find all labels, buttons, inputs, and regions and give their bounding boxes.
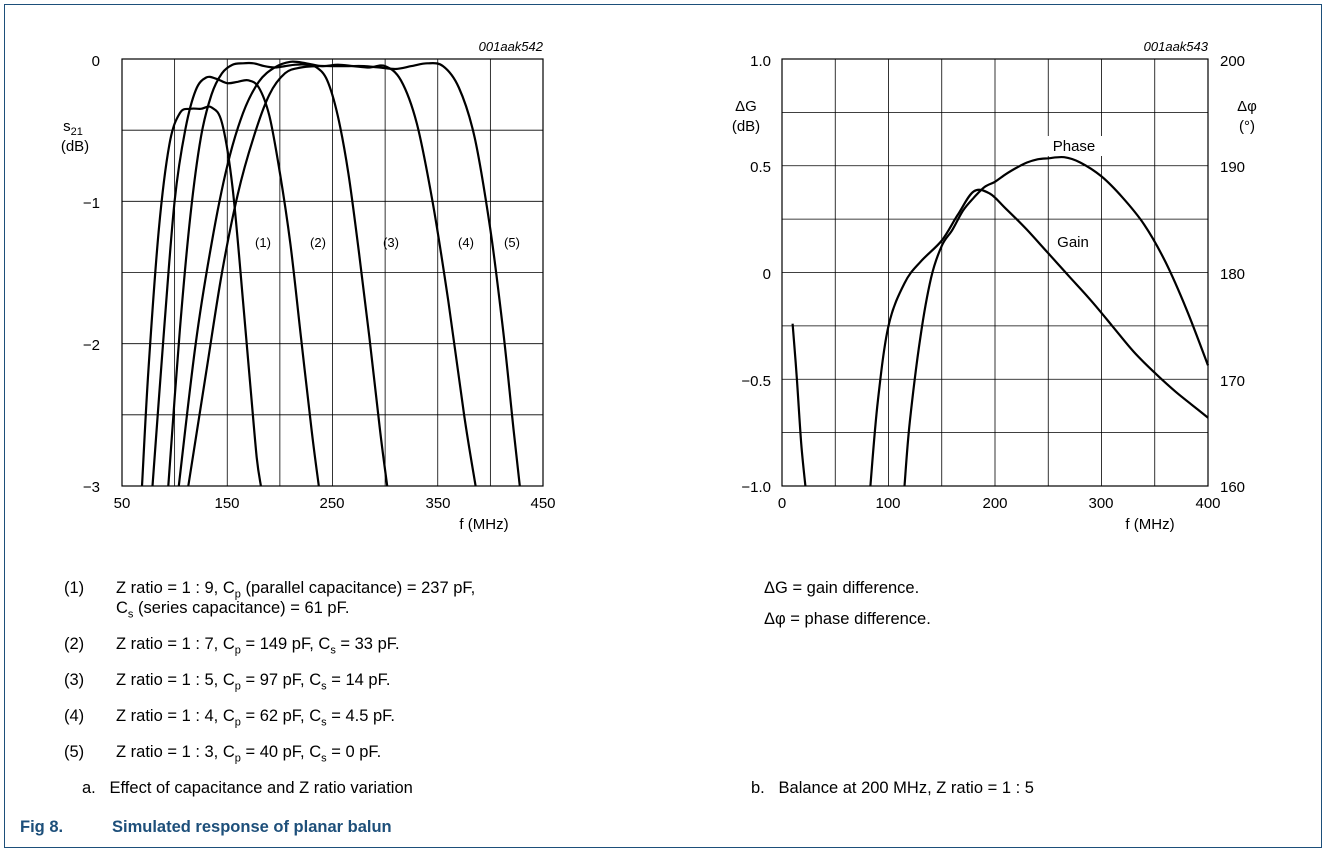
chart2-y2tick-3: 170 — [1220, 373, 1245, 390]
chart2-curve-gain — [869, 188, 1209, 487]
curve-label-2: (2) — [310, 235, 326, 250]
chart2-ytick-0: 1.0 — [750, 53, 771, 70]
figure-frame — [4, 4, 1322, 848]
chart2-ytick-4: −1.0 — [741, 479, 771, 496]
chart2-xtick-0: 0 — [778, 495, 786, 512]
chart1-ytick-2: −2 — [83, 337, 100, 354]
chart2-curves — [791, 155, 1210, 487]
chart2-ylabel: ΔG — [735, 98, 757, 115]
note-1: (1) Z ratio = 1 : 9, Cp (parallel capaci… — [0, 578, 700, 620]
note-2-number: (2) — [64, 635, 85, 653]
caption-a: a. Effect of capacitance and Z ratio var… — [82, 779, 413, 797]
chart1-xtick-4: 450 — [530, 495, 555, 512]
note-3-text: Z ratio = 1 : 5, Cp = 97 pF, Cs = 14 pF. — [116, 671, 391, 693]
curve-label-5: (5) — [504, 235, 520, 250]
chart1-curve-2 — [151, 75, 320, 487]
chart-balance: 001aak543 1.0 0.5 0 −0.5 −1.0 200 190 18… — [732, 39, 1257, 533]
chart1-ytick-0: 0 — [92, 53, 100, 70]
phase-label: Phase — [1053, 138, 1096, 155]
note-5-text: Z ratio = 1 : 3, Cp = 40 pF, Cs = 0 pF. — [116, 743, 382, 765]
chart2-curve-phase — [903, 155, 1210, 487]
chart2-y2tick-0: 200 — [1220, 53, 1245, 70]
chart1-id: 001aak542 — [479, 39, 544, 54]
chart1-ytick-1: −1 — [83, 195, 100, 212]
chart1-xtick-0: 50 — [114, 495, 131, 512]
chart1-xlabel: f (MHz) — [459, 516, 508, 533]
chart2-ytick-3: −0.5 — [741, 373, 771, 390]
chart2-xtick-4: 400 — [1195, 495, 1220, 512]
chart1-ytick-3: −3 — [83, 479, 100, 496]
chart1-xtick-1: 150 — [214, 495, 239, 512]
chart2-curve-gain-branch — [791, 323, 807, 487]
note-4-text: Z ratio = 1 : 4, Cp = 62 pF, Cs = 4.5 pF… — [116, 707, 395, 729]
chart2-yunit: (dB) — [732, 118, 760, 135]
chart1-xtick-2: 250 — [319, 495, 344, 512]
chart2-y2tick-4: 160 — [1220, 479, 1245, 496]
note-2-text: Z ratio = 1 : 7, Cp = 149 pF, Cs = 33 pF… — [116, 635, 400, 657]
note-3-number: (3) — [64, 671, 85, 689]
note-1-line2: Cs (series capacitance) = 61 pF. — [116, 599, 350, 621]
chart2-xtick-1: 100 — [875, 495, 900, 512]
curve-label-1: (1) — [255, 235, 271, 250]
curve-label-4: (4) — [458, 235, 474, 250]
chart2-y2unit: (°) — [1239, 118, 1255, 135]
chart2-plot-area — [781, 58, 1209, 487]
chart2-id: 001aak543 — [1144, 39, 1209, 54]
note-5-number: (5) — [64, 743, 85, 761]
gain-label-bg — [1049, 232, 1097, 252]
chart1-ylabel: s21 — [63, 118, 83, 138]
chart2-xtick-2: 200 — [982, 495, 1007, 512]
chart2-y2tick-1: 190 — [1220, 159, 1245, 176]
note-delta-phi: Δφ = phase difference. — [764, 610, 931, 628]
chart2-ytick-2: 0 — [763, 266, 771, 283]
caption-b: b. Balance at 200 MHz, Z ratio = 1 : 5 — [751, 779, 1034, 797]
curve-label-3: (3) — [383, 235, 399, 250]
chart2-grid — [782, 59, 1208, 486]
figure-title-text: Simulated response of planar balun — [112, 818, 392, 836]
chart1-plot-area — [121, 58, 544, 487]
note-1-line1: Z ratio = 1 : 9, Cp (parallel capacitanc… — [116, 579, 476, 601]
chart2-y2tick-2: 180 — [1220, 266, 1245, 283]
chart1-xtick-3: 350 — [425, 495, 450, 512]
chart1-grid — [122, 59, 543, 486]
chart-s21: 001aak542 0 −1 −2 −3 50 150 250 350 450 … — [61, 39, 556, 533]
chart2-ytick-1: 0.5 — [750, 159, 771, 176]
chart2-xtick-3: 300 — [1088, 495, 1113, 512]
note-delta-g: ΔG = gain difference. — [764, 579, 920, 597]
chart1-curves — [140, 60, 521, 487]
phase-label-bg — [1045, 136, 1103, 156]
chart2-y2label: Δφ — [1237, 98, 1257, 115]
note-4-number: (4) — [64, 707, 85, 725]
chart2-xlabel: f (MHz) — [1125, 516, 1174, 533]
chart1-curve-5 — [187, 62, 521, 487]
chart1-curve-1 — [140, 105, 262, 487]
note-1-number: (1) — [64, 579, 85, 597]
figure-title: Fig 8. Simulated response of planar balun — [20, 818, 392, 837]
chart1-curve-3 — [167, 61, 389, 487]
chart1-yunit: (dB) — [61, 138, 89, 155]
gain-label: Gain — [1057, 234, 1089, 251]
figure-number: Fig 8. — [20, 818, 64, 836]
